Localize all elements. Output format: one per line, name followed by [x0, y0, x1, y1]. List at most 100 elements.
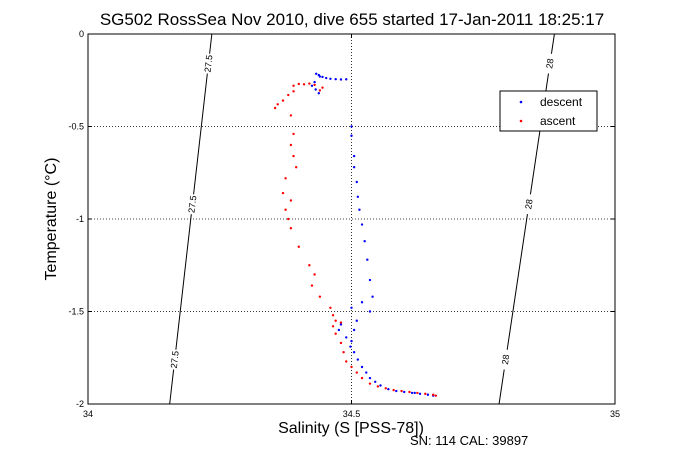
point-ascent [310, 284, 314, 287]
point-descent [314, 72, 318, 75]
point-ascent [416, 391, 419, 395]
point-descent [314, 88, 317, 91]
point-ascent [334, 319, 337, 322]
axis-ticks: 34 34.5 35 0 -0.5 -1 -1.5 -2 [68, 29, 620, 419]
point-descent [379, 384, 382, 387]
point-descent [356, 358, 360, 361]
point-descent [329, 77, 332, 80]
point-descent [358, 208, 361, 211]
point-descent [350, 339, 353, 343]
y-tick-label: -1.5 [68, 307, 84, 317]
point-ascent [308, 82, 311, 85]
point-descent [395, 389, 398, 393]
point-descent [352, 351, 356, 354]
point-ascent [289, 143, 293, 147]
point-ascent [287, 217, 290, 221]
y-tick-label: -2 [76, 399, 84, 409]
point-descent [352, 328, 356, 332]
point-descent [350, 125, 353, 128]
point-descent [339, 78, 343, 81]
point-ascent [318, 89, 322, 92]
point-descent [360, 301, 364, 304]
point-descent [371, 295, 374, 298]
x-tick-label: 34.5 [343, 409, 361, 419]
point-ascent [292, 154, 295, 158]
point-descent [356, 195, 360, 198]
x-tick-label: 35 [610, 409, 620, 419]
point-ascent [292, 90, 295, 93]
contour-label-bg [522, 193, 536, 215]
point-descent [352, 166, 356, 169]
point-ascent [273, 106, 277, 110]
point-ascent [292, 84, 295, 88]
point-ascent [334, 332, 337, 335]
legend-entry-ascent: ascent [540, 114, 576, 128]
point-ascent [331, 325, 335, 328]
point-ascent [434, 394, 438, 397]
point-descent [318, 75, 322, 78]
x-tick-label: 34 [83, 409, 93, 419]
contour-label: 27.5 [186, 195, 198, 214]
point-ascent [289, 199, 293, 202]
y-axis-label: Temperature (°C) [43, 158, 60, 281]
point-ascent [400, 389, 403, 393]
point-descent [321, 75, 324, 79]
legend-marker-ascent [519, 119, 523, 123]
contour-label: 27.5 [169, 350, 181, 369]
legend-entry-descent: descent [540, 95, 583, 109]
point-ascent [321, 86, 324, 89]
point-descent [352, 154, 356, 158]
footer-serial-cal: SN: 114 CAL: 39897 [410, 433, 528, 448]
y-tick-label: 0 [79, 29, 84, 39]
contour-label-bg [202, 53, 215, 75]
point-descent [313, 80, 316, 84]
point-descent [363, 240, 366, 243]
legend: descent ascent [499, 90, 598, 132]
contour-label: 28 [544, 58, 555, 69]
point-ascent [355, 371, 358, 374]
point-ascent [284, 177, 287, 180]
point-descent [345, 78, 348, 81]
point-ascent [431, 393, 435, 396]
point-descent [418, 392, 422, 396]
point-descent [368, 376, 372, 380]
point-ascent [329, 306, 332, 309]
contour-label-bg [168, 349, 181, 371]
point-ascent [424, 392, 427, 396]
point-ascent [376, 385, 380, 388]
point-ascent [297, 82, 300, 86]
chart-title: SG502 RossSea Nov 2010, dive 655 started… [100, 10, 604, 29]
point-ascent [408, 390, 411, 394]
point-ascent [392, 388, 395, 392]
y-tick-label: -0.5 [68, 122, 84, 132]
point-descent [349, 345, 352, 348]
point-ascent [350, 365, 353, 369]
point-descent [350, 134, 353, 137]
point-descent [403, 390, 406, 394]
point-descent [350, 306, 353, 309]
point-ascent [302, 83, 306, 86]
point-ascent [289, 114, 293, 117]
point-ascent [318, 295, 322, 298]
point-ascent [331, 314, 335, 317]
contour-label: 27.5 [203, 54, 215, 73]
point-ascent [281, 99, 285, 102]
point-descent [413, 391, 416, 395]
point-descent [368, 278, 372, 282]
point-descent [337, 328, 341, 332]
contour-label: 28 [523, 199, 534, 210]
point-ascent [276, 103, 279, 106]
point-ascent [313, 83, 316, 87]
contour-label-bg [186, 193, 199, 215]
data-points [273, 72, 438, 397]
point-descent [360, 365, 364, 369]
point-ascent [294, 166, 298, 169]
contour-label-bg [499, 348, 513, 371]
point-ascent [360, 376, 364, 380]
point-descent [317, 92, 321, 95]
point-descent [310, 84, 314, 88]
point-descent [325, 76, 328, 80]
point-ascent [345, 360, 348, 363]
point-descent [355, 180, 358, 184]
